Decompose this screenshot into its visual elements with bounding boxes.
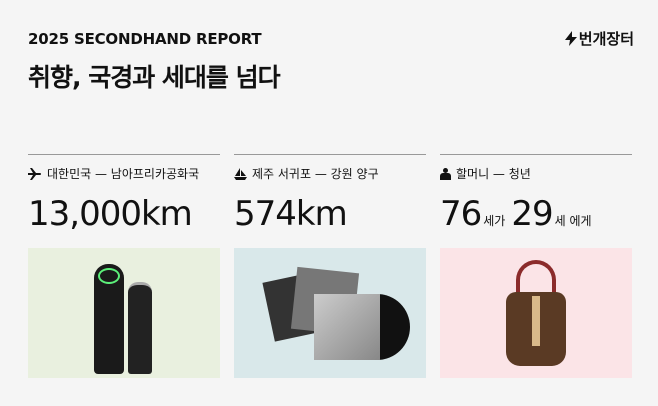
sailboat-icon	[234, 167, 247, 180]
route-label: 제주 서귀포 — 강원 양구	[252, 167, 379, 181]
divider	[28, 154, 220, 155]
device-light	[98, 268, 120, 284]
divider	[234, 154, 426, 155]
album-image	[314, 294, 380, 360]
report-kicker: 2025 SECONDHAND REPORT	[28, 30, 262, 48]
distance-value: 13,000km	[28, 194, 193, 234]
person-icon	[440, 167, 451, 180]
route-label: 대한민국 — 남아프리카공화국	[47, 167, 200, 181]
stat-column-generation: 할머니 — 청년 76 세가 29 세 에게	[440, 154, 632, 378]
age-unit: 세 에게	[554, 214, 592, 228]
age-value: 76 세가 29 세 에게	[440, 194, 632, 234]
distance-value: 574km	[234, 194, 348, 234]
stat-column-distance-domestic: 제주 서귀포 — 강원 양구 574km	[234, 154, 426, 378]
product-card-vinyl-records[interactable]	[234, 248, 426, 378]
product-card-beauty-device[interactable]	[28, 248, 220, 378]
logo-text: 번개장터	[578, 30, 634, 48]
product-card-handbag[interactable]	[440, 248, 632, 378]
divider	[440, 154, 632, 155]
age-grandmother: 76	[440, 194, 482, 234]
stat-column-distance-global: 대한민국 — 남아프리카공화국 13,000km	[28, 154, 220, 378]
brand-logo[interactable]: 번개장터	[564, 28, 634, 49]
device-cap-image	[128, 282, 152, 374]
bag-handle	[516, 260, 556, 300]
generation-label: 할머니 — 청년	[456, 167, 531, 181]
lightning-icon	[564, 31, 577, 46]
bag-strap	[532, 296, 540, 346]
age-youth: 29	[511, 194, 553, 234]
age-unit: 세가	[483, 214, 506, 228]
page-title: 취향, 국경과 세대를 넘다	[28, 63, 281, 92]
airplane-icon	[28, 167, 41, 180]
